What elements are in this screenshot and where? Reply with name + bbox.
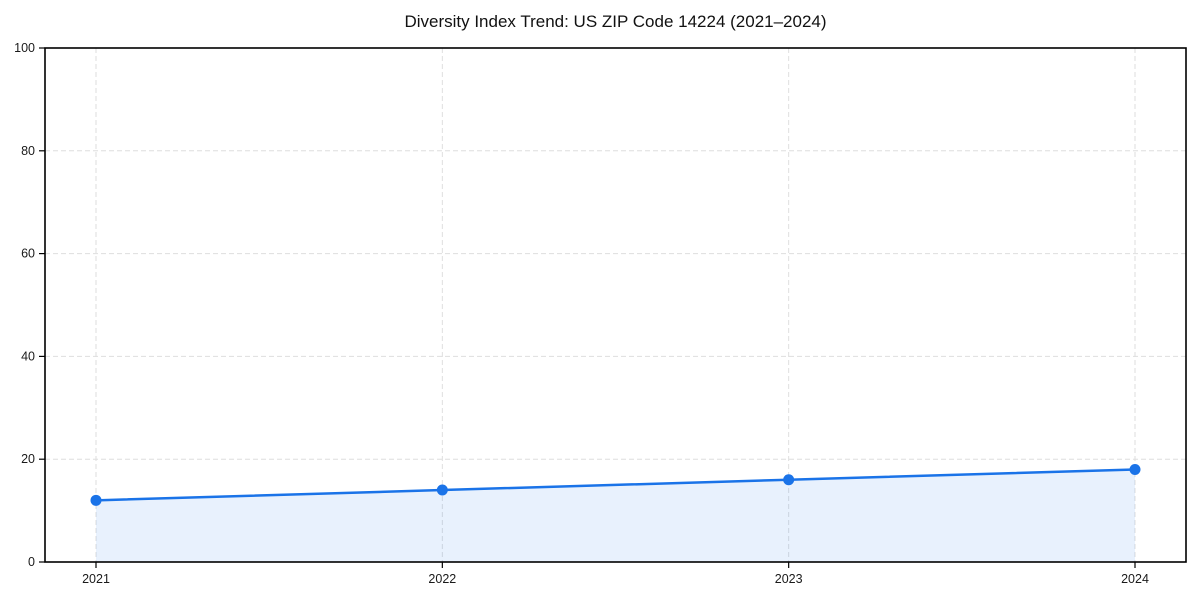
- data-point-2024: [1129, 463, 1141, 475]
- y-tick-label: 20: [21, 452, 35, 466]
- data-point-2021: [90, 494, 102, 506]
- x-tick-label: 2022: [428, 572, 456, 586]
- trend-line: [94, 468, 1137, 502]
- plot-border: [44, 47, 1187, 563]
- y-tick-label: 100: [14, 41, 35, 55]
- y-tick-label: 80: [21, 144, 35, 158]
- x-tick-label: 2023: [775, 572, 803, 586]
- y-tick-label: 40: [21, 349, 35, 363]
- x-tick-label: 2024: [1121, 572, 1149, 586]
- y-tick-label: 60: [21, 247, 35, 261]
- chart-title: Diversity Index Trend: US ZIP Code 14224…: [404, 12, 827, 31]
- y-tick-label: 0: [28, 555, 35, 569]
- data-point-2022: [436, 484, 448, 496]
- data-point-2023: [783, 474, 795, 486]
- area-fill: [96, 469, 1135, 562]
- x-tick-label: 2021: [82, 572, 110, 586]
